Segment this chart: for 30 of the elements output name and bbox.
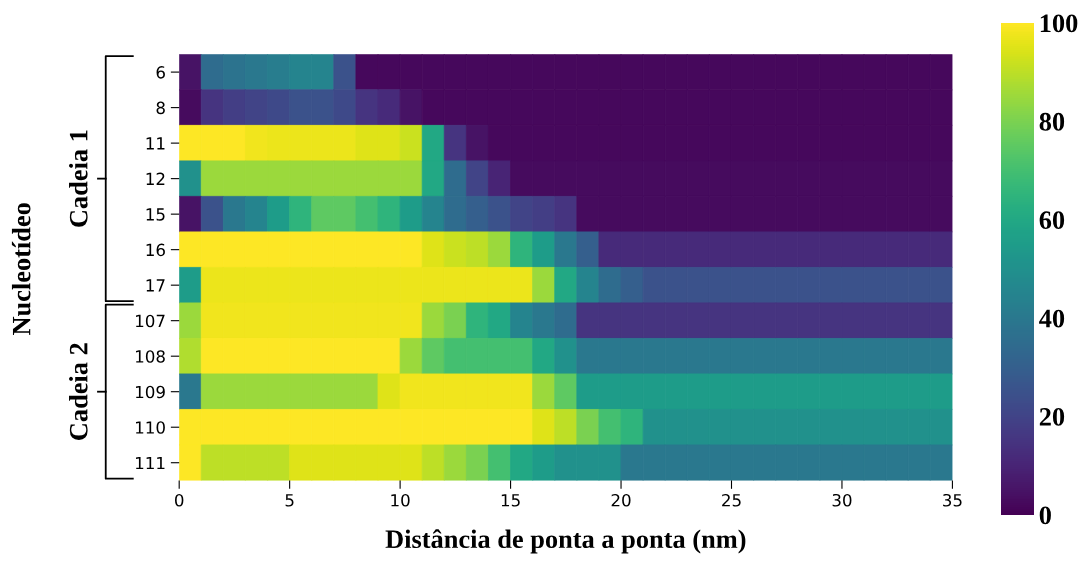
y-tick-label: 17	[146, 279, 165, 292]
x-tick-label: 30	[832, 493, 852, 507]
y-tick-label: 12	[146, 172, 165, 185]
x-tick-label: 15	[501, 494, 520, 507]
text: Cadeia 2	[69, 343, 88, 440]
y-tick-label: 11	[146, 137, 165, 150]
color-bar-label: 60	[1039, 211, 1065, 230]
y-tick-label: 110	[136, 421, 165, 434]
y-tick-label: 109	[136, 385, 165, 399]
x-tick-label: 10	[391, 493, 410, 507]
y-tick-label: 8	[156, 101, 165, 115]
color-bar-label: 0	[1039, 506, 1051, 525]
text: Cadeia 1	[69, 130, 88, 227]
x-tick-label: 5	[285, 494, 294, 507]
x-tick-label: 0	[174, 493, 184, 507]
y-axis-title: Nucleotídeo	[11, 203, 31, 336]
color-bar-label: 40	[1039, 309, 1065, 328]
x-tick-label: 35	[943, 493, 962, 507]
y-tick-label: 6	[156, 66, 165, 79]
y-tick-label: 16	[146, 243, 165, 257]
y-tick-label: 15	[146, 208, 165, 221]
color-bar-label: 100	[1040, 14, 1078, 33]
color-bar-label: 80	[1039, 112, 1065, 131]
x-tick-label: 20	[611, 493, 631, 507]
color-bar-label: 20	[1039, 408, 1065, 426]
x-tick-label: 25	[722, 493, 741, 507]
x-axis-title: Distância de ponta a ponta (nm)	[385, 529, 746, 554]
y-tick-label: 108	[136, 350, 165, 363]
y-tick-label: 111	[136, 456, 165, 470]
y-tick-label: 107	[136, 314, 165, 328]
